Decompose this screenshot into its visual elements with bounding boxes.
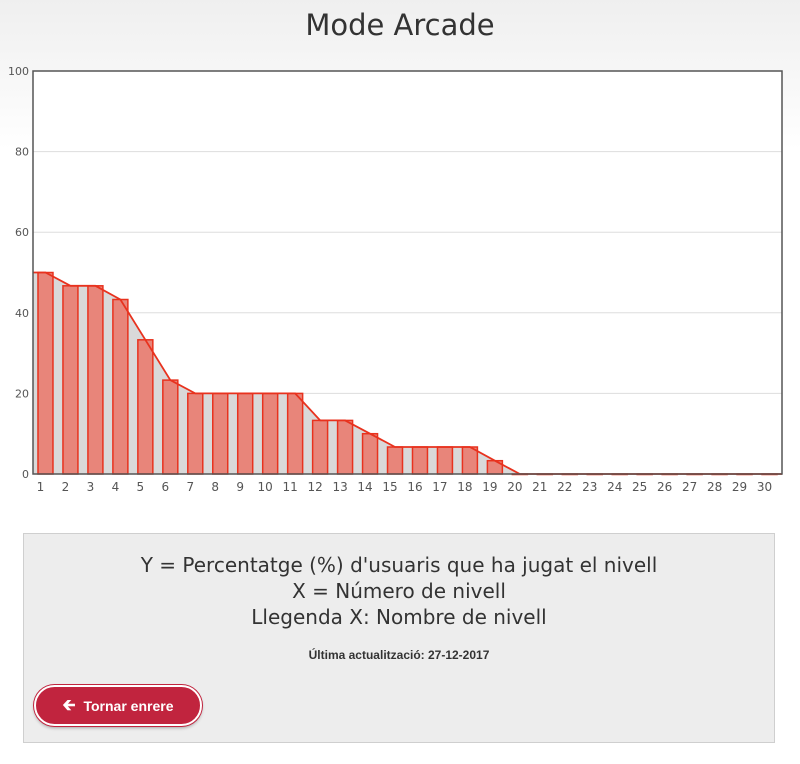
bar [411, 446, 429, 475]
bar [436, 446, 454, 475]
bar [461, 446, 479, 475]
bar [311, 419, 329, 475]
bar [212, 392, 229, 475]
bar [187, 392, 204, 475]
x-tick-label: 2 [62, 480, 70, 494]
x-tick-label: 17 [432, 480, 447, 494]
plot-frame [32, 70, 783, 475]
bar [137, 339, 154, 475]
y-tick-label: 60 [15, 226, 29, 239]
y-tick-label: 80 [15, 146, 29, 159]
x-tick-label: 28 [707, 480, 722, 494]
x-tick-label: 27 [682, 480, 697, 494]
x-tick-label: 14 [357, 480, 372, 494]
x-tick-label: 6 [161, 480, 169, 494]
bar [162, 379, 179, 475]
x-tick-label: 1 [37, 480, 45, 494]
bar [87, 285, 104, 475]
bar [361, 432, 379, 475]
bar [386, 446, 404, 475]
x-tick-label: 24 [607, 480, 622, 494]
x-tick-label: 21 [532, 480, 547, 494]
x-tick-label: 10 [258, 480, 273, 494]
last-updated: Última actualització: 27-12-2017 [308, 648, 490, 662]
y-tick-label: 100 [8, 65, 29, 78]
y-tick-label: 20 [15, 387, 29, 400]
legend-description: Llegenda X: Nombre de nivell [251, 605, 547, 629]
bar [236, 392, 254, 475]
x-tick-label: 13 [332, 480, 347, 494]
x-tick-label: 15 [382, 480, 397, 494]
x-tick-label: 16 [407, 480, 422, 494]
x-tick-label: 4 [112, 480, 120, 494]
back-button[interactable]: 🡰 Tornar enrere [34, 685, 202, 726]
y-axis-description: Y = Percentatge (%) d'usuaris que ha jug… [140, 553, 658, 577]
x-tick-label: 3 [87, 480, 95, 494]
bar [286, 392, 304, 475]
bar [261, 392, 279, 475]
x-tick-label: 9 [236, 480, 244, 494]
x-tick-label: 22 [557, 480, 572, 494]
back-button-label: Tornar enrere [83, 697, 174, 714]
page-title: Mode Arcade [305, 8, 495, 42]
y-tick-label: 0 [22, 468, 29, 481]
x-tick-label: 29 [732, 480, 747, 494]
x-tick-label: 11 [283, 480, 298, 494]
x-tick-label: 12 [307, 480, 322, 494]
y-tick-label: 40 [15, 307, 29, 320]
x-tick-label: 25 [632, 480, 647, 494]
x-tick-label: 5 [137, 480, 145, 494]
x-tick-label: 18 [457, 480, 472, 494]
x-axis-description: X = Número de nivell [292, 579, 506, 603]
x-tick-label: 26 [657, 480, 672, 494]
bar [37, 271, 54, 475]
bar [62, 285, 79, 475]
x-tick-label: 30 [757, 480, 772, 494]
x-tick-label: 19 [482, 480, 497, 494]
x-tick-label: 7 [186, 480, 194, 494]
x-tick-label: 20 [507, 480, 522, 494]
x-tick-label: 8 [211, 480, 219, 494]
info-panel: Y = Percentatge (%) d'usuaris que ha jug… [23, 533, 775, 743]
bar [336, 419, 354, 475]
bar [112, 298, 129, 475]
arrow-left-icon: 🡰 [62, 696, 76, 714]
x-tick-label: 23 [582, 480, 597, 494]
